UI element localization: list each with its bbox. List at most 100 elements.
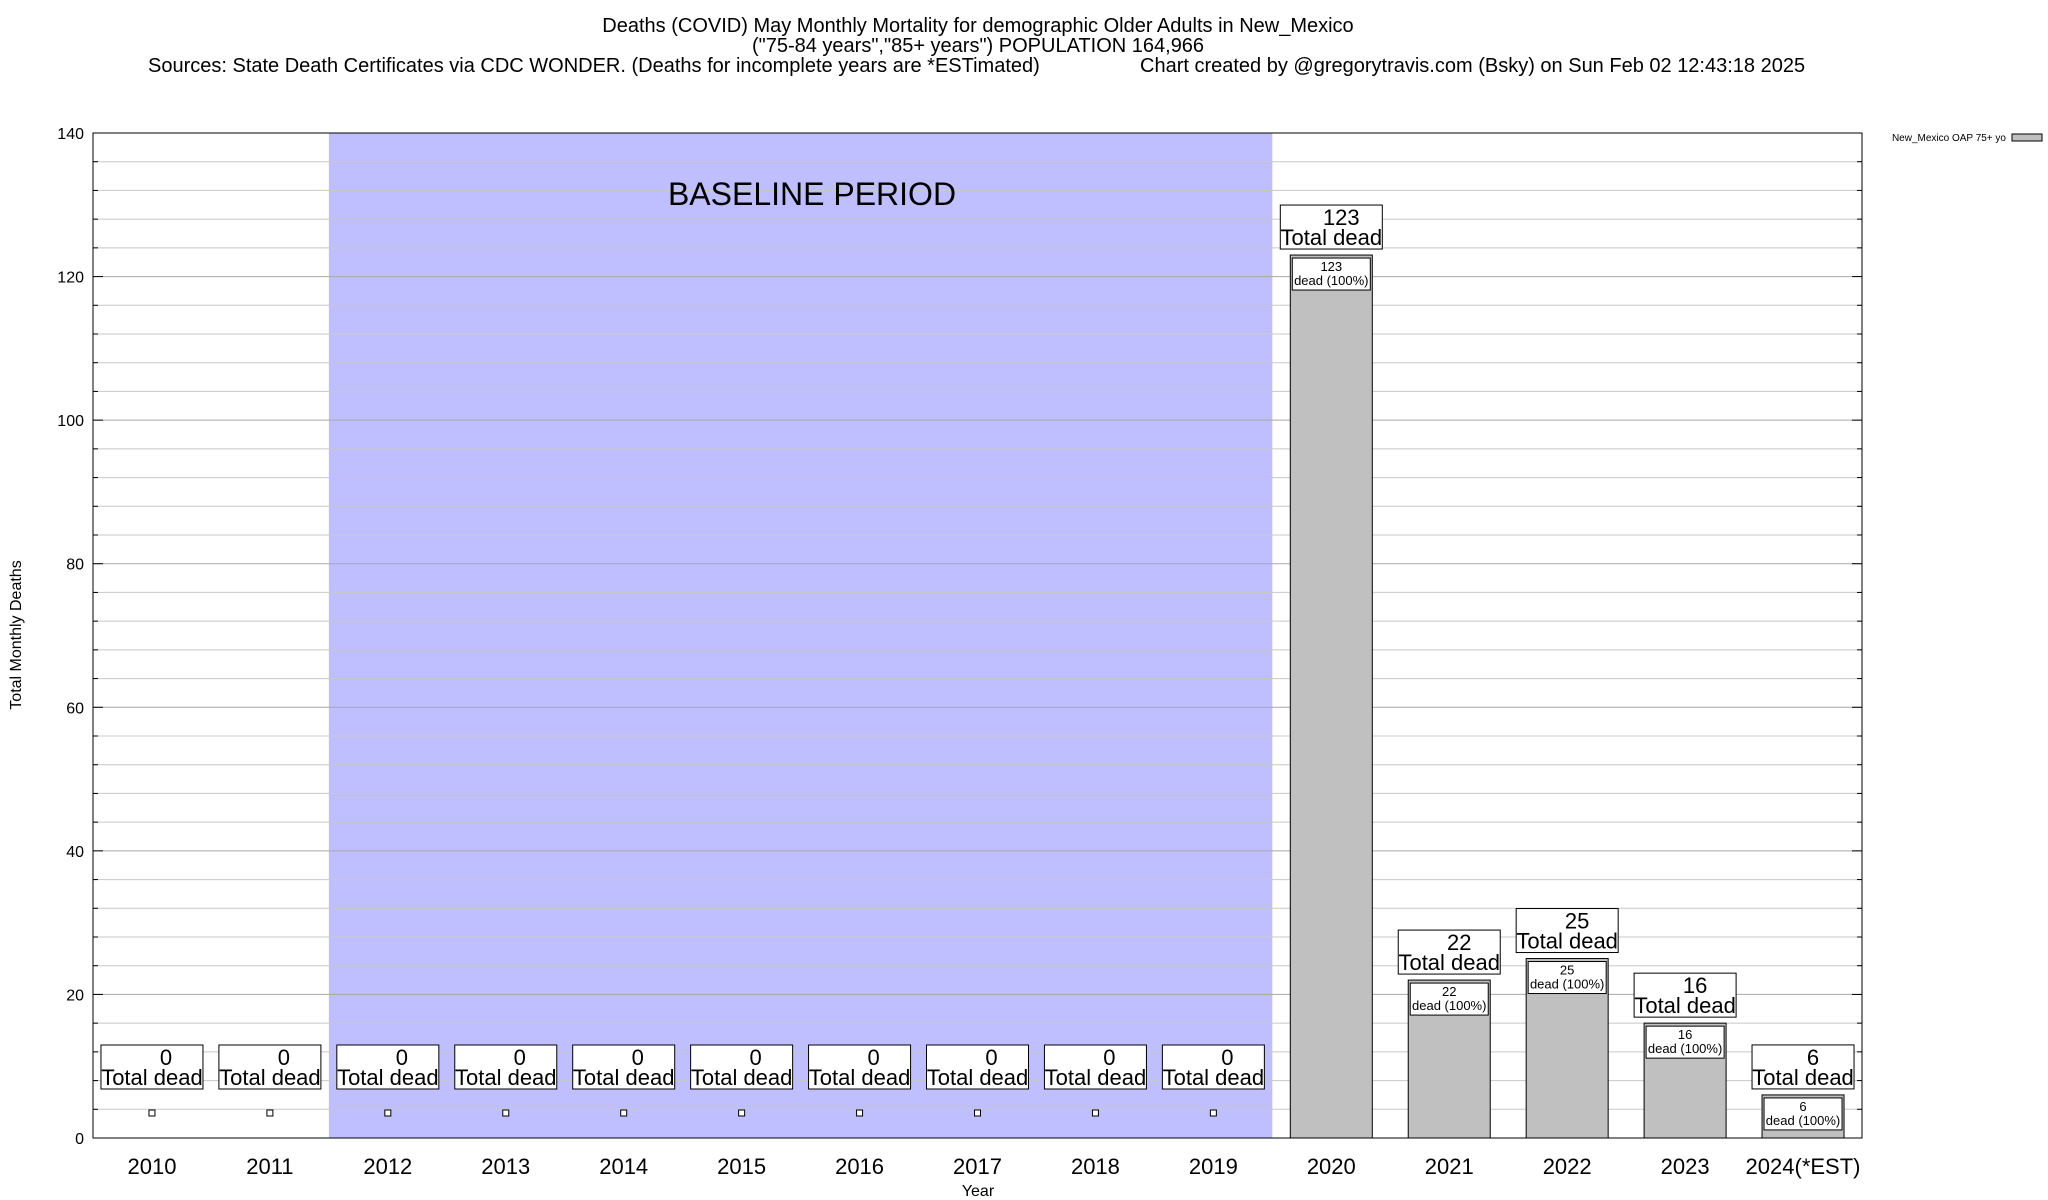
- segment-label-box: [1409, 982, 1489, 1016]
- total-label-value: 0: [867, 1045, 879, 1070]
- segment-label-value: 22: [1442, 984, 1456, 999]
- x-tick-label: 2024(*EST): [1746, 1154, 1861, 1179]
- chart-sources: Sources: State Death Certificates via CD…: [148, 55, 1040, 77]
- total-label-box: [926, 1044, 1029, 1090]
- zero-marker: [738, 1109, 746, 1117]
- total-label-text: Total dead: [1163, 1065, 1265, 1090]
- segment-label-text: dead (100%): [1412, 998, 1486, 1013]
- y-axis-label: Total Monthly Deaths: [8, 560, 25, 709]
- baseline-region: [328, 133, 1273, 1138]
- baseline-label: BASELINE PERIOD: [668, 176, 956, 212]
- y-tick-label: 120: [57, 270, 84, 287]
- x-tick-label: 2011: [246, 1154, 293, 1179]
- x-tick-label: 2018: [1071, 1154, 1120, 1179]
- legend-swatch: [2011, 133, 2043, 142]
- x-tick-label: 2014: [599, 1154, 648, 1179]
- total-label-text: Total dead: [1398, 950, 1500, 975]
- zero-marker: [974, 1109, 981, 1117]
- total-label-text: Total dead: [809, 1065, 911, 1090]
- segment-label-box: [1763, 1097, 1843, 1131]
- total-label-text: Total dead: [1752, 1065, 1854, 1090]
- segment-label-value: 6: [1799, 1099, 1806, 1114]
- segment-label-text: dead (100%): [1766, 1113, 1840, 1128]
- total-label-text: Total dead: [1281, 225, 1383, 250]
- plot-frame: [92, 132, 1863, 1139]
- total-label-value: 0: [160, 1045, 172, 1070]
- legend: New_Mexico OAP 75+ yo: [1892, 133, 2043, 144]
- segment-label-value: 16: [1678, 1027, 1692, 1042]
- zero-marker: [856, 1109, 864, 1117]
- zero-marker: [266, 1109, 274, 1117]
- x-tick-label: 2012: [363, 1154, 412, 1179]
- chart-title: Deaths (COVID) May Monthly Mortality for…: [602, 15, 1353, 37]
- y-tick-label: 40: [66, 844, 84, 861]
- zero-marker: [620, 1109, 628, 1117]
- segment-label-text: dead (100%): [1530, 977, 1604, 992]
- chart-credit: Chart created by @gregorytravis.com (Bsk…: [1140, 55, 1805, 77]
- y-tick-label: 100: [57, 413, 84, 430]
- x-tick-label: 2015: [717, 1154, 766, 1179]
- total-label-box: [690, 1044, 794, 1090]
- x-tick-label: 2020: [1307, 1154, 1356, 1179]
- total-label-box: [1751, 1044, 1855, 1090]
- total-label-text: Total dead: [219, 1065, 321, 1090]
- x-tick-label: 2021: [1425, 1154, 1474, 1179]
- zero-marker: [502, 1109, 510, 1117]
- x-tick-label: 2013: [481, 1154, 530, 1179]
- chart-subtitle: ("75-84 years","85+ years") POPULATION 1…: [752, 35, 1204, 57]
- total-label-value: 25: [1565, 909, 1589, 934]
- total-label-value: 0: [514, 1045, 526, 1070]
- total-label-value: 16: [1683, 973, 1707, 998]
- total-label-text: Total dead: [691, 1065, 793, 1090]
- total-label-value: 0: [1221, 1045, 1233, 1070]
- total-label-value: 0: [278, 1045, 290, 1070]
- x-tick-label: 2019: [1189, 1154, 1238, 1179]
- total-label-value: 0: [985, 1045, 997, 1070]
- segment-label-box: [1527, 961, 1607, 995]
- total-label-box: [454, 1044, 558, 1090]
- zero-marker: [148, 1109, 156, 1117]
- y-tick-label: 140: [57, 126, 84, 143]
- total-label-text: Total dead: [1516, 929, 1618, 954]
- x-tick-label: 2023: [1661, 1154, 1710, 1179]
- zero-marker: [384, 1109, 392, 1117]
- segment-label-box: [1645, 1025, 1725, 1059]
- total-label-value: 0: [396, 1045, 408, 1070]
- total-label-box: [572, 1044, 676, 1090]
- total-label-box: [808, 1044, 912, 1090]
- x-tick-label: 2022: [1543, 1154, 1592, 1179]
- zero-marker: [1091, 1109, 1099, 1117]
- total-label-box: [218, 1044, 322, 1090]
- segment-label-text: dead (100%): [1648, 1041, 1722, 1056]
- y-tick-label: 20: [66, 987, 84, 1004]
- y-tick-label: 60: [66, 700, 84, 717]
- total-label-text: Total dead: [455, 1065, 557, 1090]
- total-label-text: Total dead: [1634, 993, 1736, 1018]
- total-label-box: [1161, 1044, 1265, 1090]
- total-label-box: [100, 1044, 204, 1090]
- total-label-box: [1279, 204, 1383, 250]
- segment-label-text: dead (100%): [1294, 273, 1368, 288]
- total-label-box: [1397, 929, 1501, 975]
- total-label-value: 22: [1447, 930, 1471, 955]
- x-tick-label: 2016: [835, 1154, 884, 1179]
- x-tick-label: 2010: [127, 1154, 176, 1179]
- total-label-value: 0: [632, 1045, 644, 1070]
- total-label-text: Total dead: [927, 1065, 1029, 1090]
- total-label-box: [1043, 1044, 1147, 1090]
- total-label-box: [1515, 908, 1619, 954]
- total-label-value: 0: [1103, 1045, 1115, 1070]
- total-label-box: [1633, 972, 1737, 1018]
- x-tick-label: 2017: [953, 1154, 1002, 1179]
- segment-label-value: 123: [1320, 259, 1342, 274]
- total-label-value: 0: [750, 1045, 762, 1070]
- total-label-value: 123: [1323, 205, 1360, 230]
- total-label-value: 6: [1807, 1045, 1819, 1070]
- total-label-text: Total dead: [1045, 1065, 1147, 1090]
- segment-label-box: [1291, 257, 1371, 291]
- legend-label: New_Mexico OAP 75+ yo: [1892, 133, 2006, 144]
- total-label-text: Total dead: [101, 1065, 203, 1090]
